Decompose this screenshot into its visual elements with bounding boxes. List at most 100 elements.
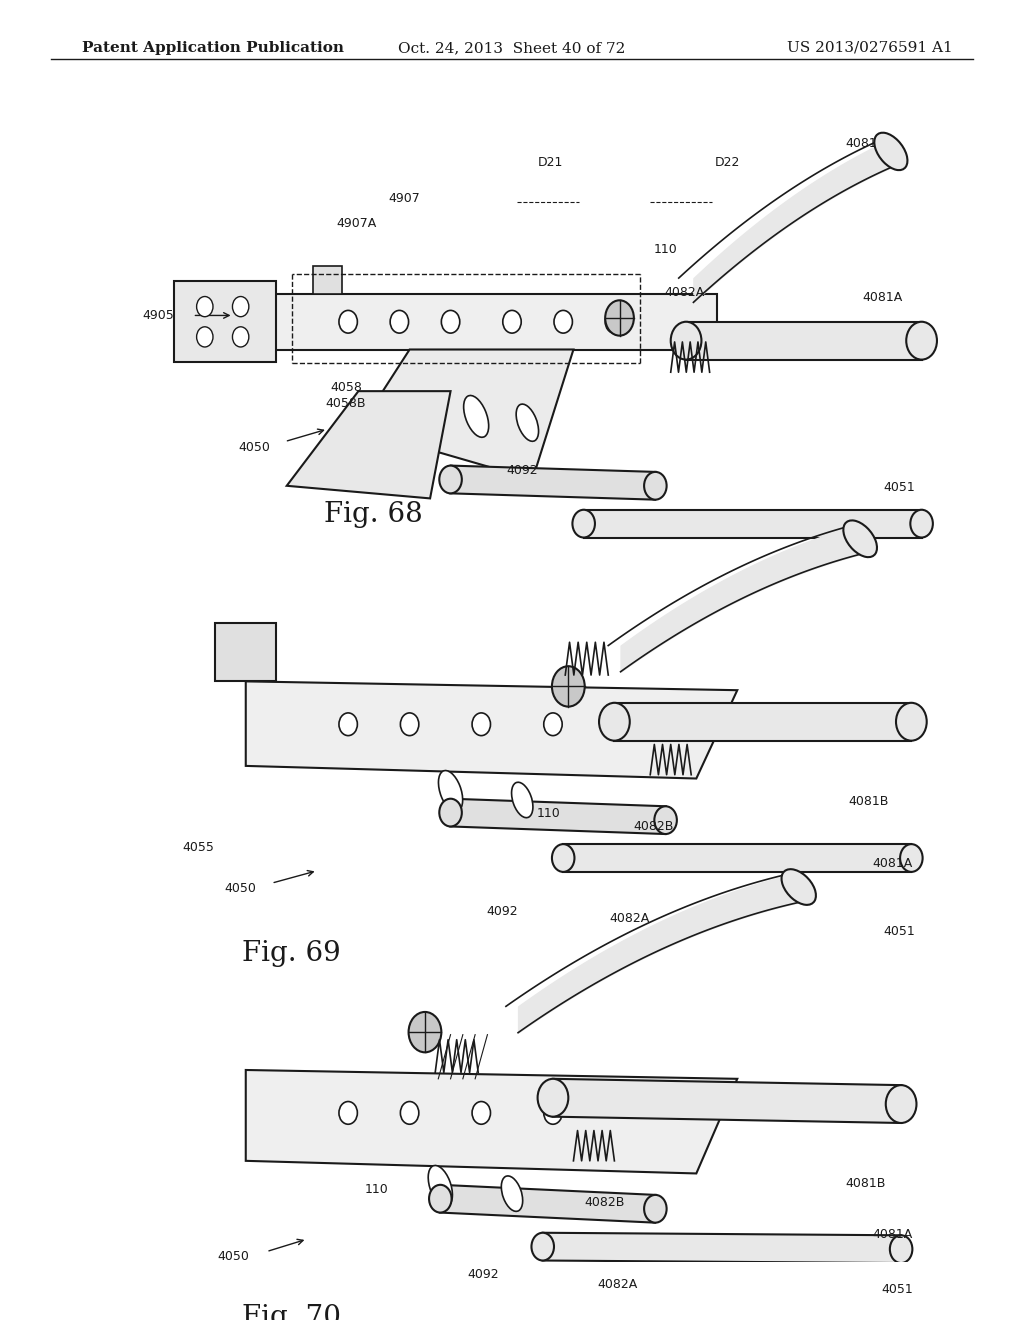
Ellipse shape: [599, 702, 630, 741]
Circle shape: [544, 1101, 562, 1125]
Text: Fig. 69: Fig. 69: [243, 940, 341, 968]
Ellipse shape: [552, 843, 574, 873]
Text: 4050: 4050: [217, 1250, 250, 1263]
Polygon shape: [451, 466, 655, 500]
Polygon shape: [287, 391, 451, 499]
Circle shape: [197, 297, 213, 317]
Ellipse shape: [781, 869, 816, 906]
Text: 4081B: 4081B: [845, 1177, 886, 1191]
Polygon shape: [246, 1071, 737, 1173]
Text: 4081A: 4081A: [872, 1228, 913, 1241]
Text: 4082A: 4082A: [597, 1278, 638, 1291]
Ellipse shape: [428, 1166, 453, 1206]
Ellipse shape: [910, 510, 933, 537]
Polygon shape: [543, 1233, 901, 1263]
Polygon shape: [358, 350, 573, 479]
Ellipse shape: [886, 1085, 916, 1123]
Ellipse shape: [844, 520, 877, 557]
Text: 4907A: 4907A: [336, 216, 377, 230]
Circle shape: [605, 301, 634, 335]
Text: 4081A: 4081A: [862, 292, 903, 305]
Polygon shape: [174, 281, 276, 362]
Ellipse shape: [654, 807, 677, 834]
Polygon shape: [451, 799, 666, 834]
Circle shape: [472, 1101, 490, 1125]
Text: 4055: 4055: [182, 841, 215, 854]
Ellipse shape: [906, 322, 937, 359]
Polygon shape: [440, 1185, 655, 1222]
Ellipse shape: [644, 473, 667, 500]
Circle shape: [232, 327, 249, 347]
Polygon shape: [225, 294, 717, 350]
Text: 4058B: 4058B: [326, 397, 367, 411]
Text: 4082B: 4082B: [633, 820, 674, 833]
Polygon shape: [563, 843, 911, 873]
Text: 4081A: 4081A: [872, 857, 913, 870]
Circle shape: [339, 310, 357, 333]
Circle shape: [409, 1012, 441, 1052]
Ellipse shape: [900, 843, 923, 873]
Ellipse shape: [502, 1176, 522, 1212]
Ellipse shape: [572, 510, 595, 537]
Text: Fig. 68: Fig. 68: [325, 502, 423, 528]
Circle shape: [552, 667, 585, 706]
Polygon shape: [313, 267, 342, 294]
Polygon shape: [246, 681, 737, 779]
Ellipse shape: [890, 1236, 912, 1263]
Text: 4050: 4050: [238, 441, 270, 454]
Polygon shape: [614, 702, 911, 741]
Text: 4082A: 4082A: [609, 912, 650, 925]
Text: 4081B: 4081B: [848, 795, 889, 808]
Ellipse shape: [874, 133, 907, 170]
Ellipse shape: [538, 1078, 568, 1117]
Ellipse shape: [644, 1195, 667, 1222]
Text: 4092: 4092: [468, 1269, 499, 1280]
Circle shape: [615, 713, 634, 735]
Text: 4051: 4051: [883, 480, 915, 494]
Circle shape: [400, 713, 419, 735]
Text: 4092: 4092: [507, 465, 538, 477]
Circle shape: [339, 1101, 357, 1125]
Ellipse shape: [512, 783, 532, 817]
Text: 110: 110: [537, 808, 561, 820]
Text: D21: D21: [539, 156, 563, 169]
Ellipse shape: [671, 322, 701, 359]
Ellipse shape: [531, 1233, 554, 1261]
Text: D22: D22: [715, 156, 739, 169]
Circle shape: [390, 310, 409, 333]
Text: 110: 110: [653, 243, 678, 256]
Ellipse shape: [439, 799, 462, 826]
Circle shape: [441, 310, 460, 333]
Polygon shape: [215, 623, 276, 681]
Polygon shape: [553, 1078, 901, 1123]
Text: Oct. 24, 2013  Sheet 40 of 72: Oct. 24, 2013 Sheet 40 of 72: [398, 41, 626, 55]
Ellipse shape: [439, 466, 462, 494]
Text: 4092: 4092: [486, 904, 517, 917]
Text: 4905: 4905: [142, 309, 175, 322]
Circle shape: [472, 713, 490, 735]
Polygon shape: [686, 322, 922, 359]
Ellipse shape: [438, 771, 463, 812]
Ellipse shape: [464, 396, 488, 437]
Text: US 2013/0276591 A1: US 2013/0276591 A1: [786, 41, 952, 55]
Text: 4082A: 4082A: [664, 286, 705, 300]
Text: 4051: 4051: [883, 925, 915, 937]
Text: 110: 110: [365, 1183, 389, 1196]
Circle shape: [544, 713, 562, 735]
Circle shape: [197, 327, 213, 347]
Text: Fig. 70: Fig. 70: [243, 1304, 341, 1320]
Polygon shape: [584, 510, 922, 537]
Text: 4050: 4050: [224, 882, 257, 895]
Ellipse shape: [896, 702, 927, 741]
Circle shape: [554, 310, 572, 333]
Text: 4082B: 4082B: [584, 1196, 625, 1209]
Text: 4081B: 4081B: [845, 137, 886, 150]
Circle shape: [232, 297, 249, 317]
Text: 4051: 4051: [881, 1283, 913, 1296]
Text: Patent Application Publication: Patent Application Publication: [82, 41, 344, 55]
Text: 4907: 4907: [388, 191, 421, 205]
Text: 4058: 4058: [330, 381, 362, 393]
Circle shape: [400, 1101, 419, 1125]
Circle shape: [339, 713, 357, 735]
Ellipse shape: [429, 1185, 452, 1213]
